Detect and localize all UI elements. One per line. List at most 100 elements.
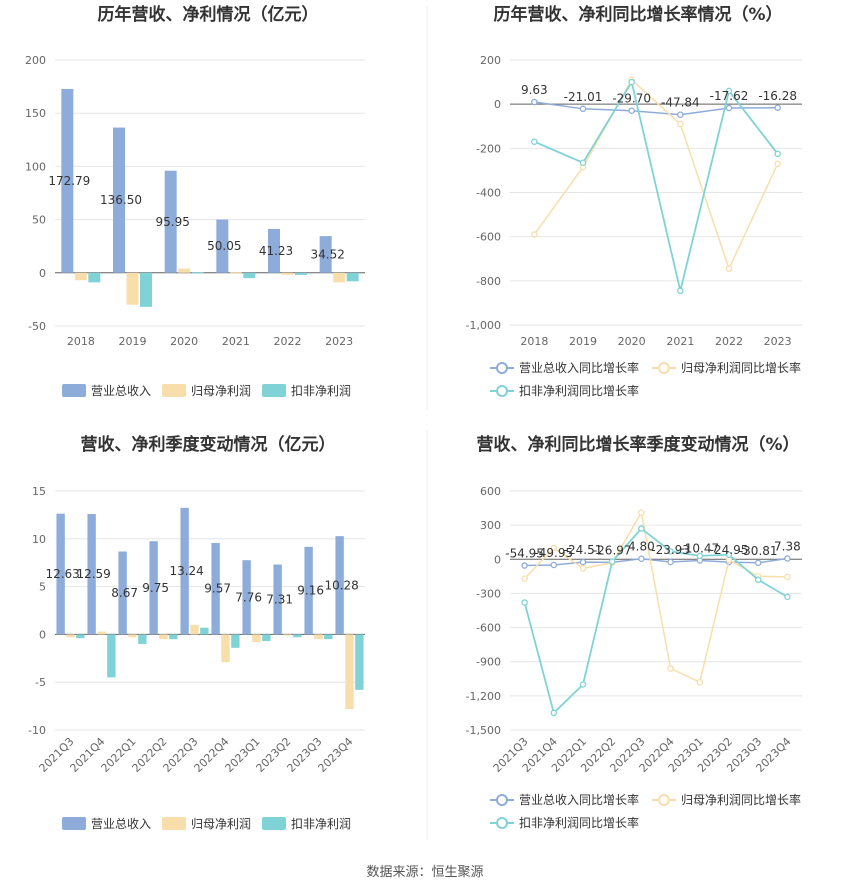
data-point bbox=[754, 559, 762, 567]
data-point bbox=[667, 548, 674, 555]
bar bbox=[118, 551, 127, 635]
data-label: 13.24 bbox=[169, 564, 203, 578]
y-tick-label: -400 bbox=[476, 187, 501, 200]
x-tick-label: 2023 bbox=[325, 335, 353, 348]
x-tick-label: 2021 bbox=[222, 335, 250, 348]
data-point bbox=[725, 556, 733, 564]
data-point bbox=[628, 78, 635, 86]
bar bbox=[324, 634, 333, 640]
x-tick-label: 2018 bbox=[520, 335, 548, 348]
bar bbox=[229, 272, 242, 274]
data-point bbox=[579, 105, 587, 113]
legend-label: 归母净利润同比增长率 bbox=[681, 360, 801, 375]
y-tick-label: -1,000 bbox=[466, 319, 501, 332]
legend-swatch bbox=[162, 384, 186, 397]
legend-swatch bbox=[262, 384, 286, 397]
series-line bbox=[533, 78, 779, 271]
data-label: 95.95 bbox=[155, 215, 189, 229]
data-point bbox=[725, 551, 733, 558]
data-label: 41.23 bbox=[259, 244, 293, 258]
data-point bbox=[784, 593, 791, 601]
data-point bbox=[521, 562, 528, 569]
data-label: 12.63 bbox=[45, 567, 79, 581]
bar bbox=[319, 236, 332, 273]
chart-title: 营收、净利季度变动情况（亿元） bbox=[81, 434, 336, 455]
data-label: 136.50 bbox=[100, 193, 142, 207]
quarterly-growth-rate-chart: 营收、净利同比增长率季度变动情况（%） 600 300 0 -300 -600 -900 -1… bbox=[466, 434, 802, 830]
data-point bbox=[579, 565, 587, 572]
x-tick-label: 2019 bbox=[119, 335, 147, 348]
legend-label: 归母净利润 bbox=[191, 817, 251, 831]
x-tick-label: 2018 bbox=[67, 335, 95, 348]
bar bbox=[164, 170, 177, 273]
y-tick-label: -900 bbox=[476, 656, 501, 669]
bar bbox=[345, 634, 354, 709]
legend-label: 营业总收入同比增长率 bbox=[519, 360, 639, 375]
data-point bbox=[725, 104, 733, 112]
legend-swatch bbox=[62, 817, 86, 830]
data-point bbox=[608, 558, 616, 565]
bar bbox=[314, 634, 323, 640]
bar bbox=[243, 272, 256, 279]
chart-title: 历年营收、净利情况（亿元） bbox=[98, 4, 319, 25]
bar bbox=[216, 219, 229, 273]
quarterly-revenue-profit-chart: 营收、净利季度变动情况（亿元）151050-5-102021Q32021Q420… bbox=[28, 434, 365, 831]
y-tick-label: 100 bbox=[25, 160, 46, 173]
bar bbox=[66, 634, 75, 638]
bar bbox=[126, 272, 139, 305]
y-tick-label: -1,200 bbox=[466, 690, 501, 703]
bar bbox=[76, 634, 85, 639]
data-point bbox=[521, 575, 528, 582]
source-label: 数据来源：恒生聚源 bbox=[366, 865, 483, 880]
legend-swatch bbox=[262, 817, 286, 830]
y-tick-label: -1,500 bbox=[466, 724, 501, 737]
data-label: 8.67 bbox=[111, 586, 138, 600]
bar bbox=[113, 127, 125, 273]
legend-label: 扣非净利润同比增长率 bbox=[519, 383, 639, 398]
legend-swatch bbox=[62, 384, 86, 397]
y-tick-label: -600 bbox=[476, 231, 501, 244]
y-tick-label: 15 bbox=[32, 485, 46, 498]
y-tick-label: -5 bbox=[35, 676, 46, 689]
bar bbox=[97, 631, 106, 635]
bar bbox=[333, 272, 346, 283]
data-label: 9.75 bbox=[142, 581, 169, 595]
bar bbox=[273, 564, 282, 635]
legend-label: 扣非净利润同比增长率 bbox=[519, 815, 639, 830]
bar bbox=[262, 634, 271, 642]
x-tick-label: 2020 bbox=[170, 335, 198, 348]
y-tick-label: 0 bbox=[494, 553, 501, 566]
bar bbox=[88, 272, 101, 283]
data-point bbox=[774, 160, 781, 168]
x-tick-label: 2023Q4 bbox=[316, 735, 356, 775]
data-label: 7.38 bbox=[774, 539, 801, 553]
bar bbox=[169, 634, 178, 640]
data-label: -23.93 bbox=[651, 543, 690, 557]
data-point bbox=[550, 561, 558, 569]
data-point bbox=[725, 87, 733, 95]
y-tick-label: -50 bbox=[28, 320, 46, 333]
data-point bbox=[579, 159, 587, 166]
bar bbox=[74, 272, 87, 281]
y-tick-label: 200 bbox=[25, 54, 46, 67]
bar bbox=[335, 536, 344, 635]
data-point bbox=[628, 107, 635, 114]
legend-label: 扣非净利润 bbox=[291, 384, 351, 398]
x-tick-label: 2020 bbox=[618, 335, 646, 348]
data-point bbox=[550, 544, 558, 552]
bar bbox=[56, 513, 65, 635]
data-label: -21.01 bbox=[564, 90, 603, 104]
data-label: 50.05 bbox=[207, 239, 241, 253]
bar bbox=[61, 88, 74, 273]
bar bbox=[128, 634, 137, 638]
data-point bbox=[677, 120, 684, 128]
data-point bbox=[696, 678, 704, 686]
y-tick-label: -800 bbox=[476, 275, 501, 288]
annual-revenue-profit-chart: 历年营收、净利情况（亿元） 200 150 100 50 0 -50 2018 2019 2020… bbox=[25, 4, 365, 398]
y-tick-label: 5 bbox=[39, 581, 46, 594]
data-point bbox=[550, 709, 558, 717]
data-label: 10.28 bbox=[324, 578, 358, 592]
data-point bbox=[531, 98, 538, 106]
legend-marker bbox=[496, 817, 508, 829]
data-point bbox=[774, 104, 781, 112]
